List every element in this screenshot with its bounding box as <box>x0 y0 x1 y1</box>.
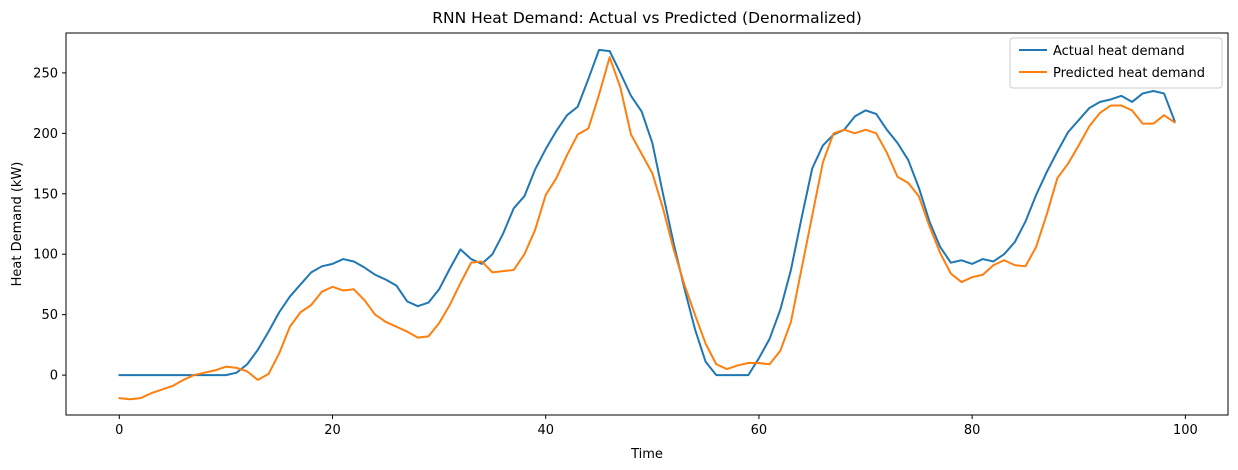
y-tick-label: 200 <box>33 127 58 142</box>
y-tick-label: 250 <box>33 66 58 81</box>
series-layer <box>118 48 1176 401</box>
legend-label-actual: Actual heat demand <box>1053 44 1185 59</box>
legend-label-predicted: Predicted heat demand <box>1053 66 1205 81</box>
y-tick-label: 0 <box>50 369 58 384</box>
x-tick-label: 80 <box>964 423 981 438</box>
chart-title: RNN Heat Demand: Actual vs Predicted (De… <box>432 9 862 27</box>
tick-layer: 0 20 40 60 80 100 0 50 100 150 200 250 <box>33 66 1198 438</box>
y-tick-label: 150 <box>33 187 58 202</box>
y-axis-label: Heat Demand (kW) <box>10 162 25 287</box>
x-tick-label: 20 <box>324 423 341 438</box>
x-tick-label: 100 <box>1173 423 1198 438</box>
y-tick-label: 50 <box>41 308 58 323</box>
x-axis-label: Time <box>630 447 663 462</box>
legend-box <box>1009 37 1223 89</box>
legend: Actual heat demand Predicted heat demand <box>1009 37 1223 89</box>
series-line-actual-heat-demand <box>118 48 1176 377</box>
x-tick-label: 0 <box>115 423 123 438</box>
y-tick-label: 100 <box>33 248 58 263</box>
x-tick-label: 60 <box>751 423 768 438</box>
series-line-predicted-heat-demand <box>118 56 1176 401</box>
x-tick-label: 40 <box>537 423 554 438</box>
plot-frame <box>65 32 1229 416</box>
